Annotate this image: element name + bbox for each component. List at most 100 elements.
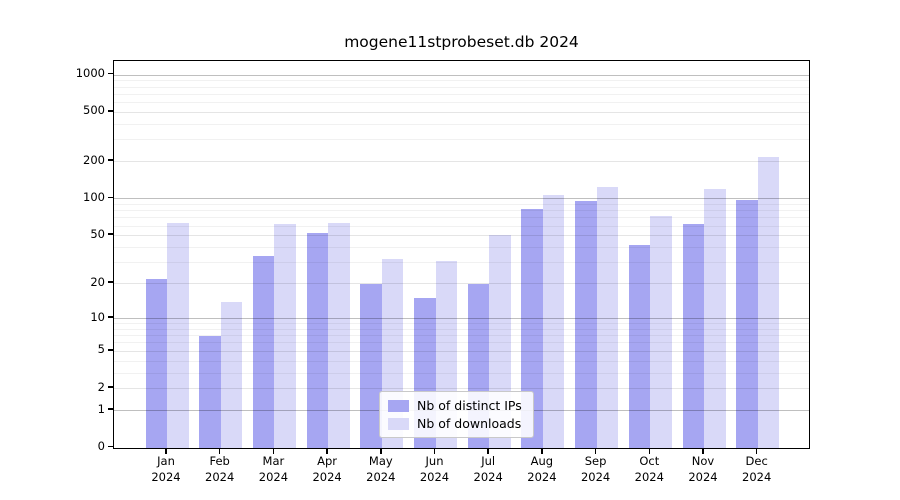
gridline-y-2: [114, 388, 809, 390]
x-axis-tick-mark-2: [218, 448, 221, 454]
bar-downloads-feb-2024: [220, 301, 243, 448]
legend: Nb of distinct IPs Nb of downloads: [379, 391, 534, 438]
gridline-y-5: [114, 350, 809, 352]
gridline-y-500: [114, 111, 809, 113]
x-axis-tick-mark-3: [272, 448, 275, 454]
bar-distinct-ips-may-2024: [360, 283, 382, 448]
y-axis-tick-label-50: 50: [90, 226, 105, 241]
bar-distinct-ips-jan-2024: [145, 278, 167, 448]
x-axis-tick-mark-11: [702, 448, 704, 454]
y-axis-tick-mark-1: [108, 408, 113, 410]
x-axis-month-label-oct: Oct 2024: [634, 454, 664, 484]
gridline-y-10: [114, 318, 809, 320]
y-axis-tick-mark-5: [108, 349, 113, 351]
y-axis-tick-label-20: 20: [90, 274, 105, 289]
gridline-y-200: [114, 161, 809, 163]
y-axis-tick-mark-500: [108, 110, 113, 112]
y-axis-tick-mark-200: [108, 159, 113, 161]
x-axis-month-label-apr: Apr 2024: [312, 454, 342, 484]
legend-item-downloads: Nb of downloads: [388, 416, 522, 431]
gridline-y-20: [114, 283, 809, 285]
gridline-minor-y-3: [114, 372, 809, 374]
gridline-minor-y-600: [114, 102, 809, 104]
x-axis-month-label-aug: Aug 2024: [527, 454, 557, 484]
gridline-minor-y-40: [114, 247, 809, 249]
gridline-minor-y-9: [114, 323, 809, 325]
x-axis-month-label-may: May 2024: [366, 454, 396, 484]
gridline-y-100: [114, 198, 809, 200]
x-axis-month-label-jul: Jul 2024: [473, 454, 503, 484]
y-axis-tick-mark-20: [108, 281, 113, 283]
gridline-minor-y-8: [114, 328, 809, 330]
bar-downloads-aug-2024: [542, 194, 565, 448]
y-axis-tick-mark-1000: [108, 72, 113, 75]
bar-distinct-ips-sep-2024: [575, 200, 597, 448]
bar-distinct-ips-nov-2024: [682, 224, 704, 448]
bar-distinct-ips-feb-2024: [199, 335, 221, 448]
y-axis-tick-mark-0: [108, 445, 113, 448]
gridline-minor-y-800: [114, 86, 809, 88]
legend-label-distinct-ips: Nb of distinct IPs: [417, 398, 522, 413]
bar-distinct-ips-mar-2024: [252, 256, 275, 448]
legend-swatch-distinct-ips: [388, 399, 409, 412]
y-axis-tick-label-200: 200: [83, 152, 105, 167]
gridline-y-1000: [114, 74, 809, 76]
gridline-minor-y-7: [114, 335, 809, 337]
x-axis-tick-mark-6: [433, 448, 436, 454]
gridline-minor-y-90: [114, 203, 809, 205]
y-axis-tick-mark-100: [108, 196, 113, 199]
y-axis-tick-label-5: 5: [97, 342, 105, 357]
bar-distinct-ips-apr-2024: [306, 232, 329, 448]
x-axis-tick-mark-10: [648, 448, 651, 454]
bar-downloads-sep-2024: [596, 186, 619, 448]
bar-downloads-nov-2024: [704, 189, 726, 448]
gridline-minor-y-30: [114, 262, 809, 264]
y-axis-tick-label-1000: 1000: [75, 66, 105, 81]
gridline-minor-y-4: [114, 360, 809, 362]
bar-downloads-oct-2024: [650, 216, 672, 448]
y-axis-tick-label-1: 1: [97, 401, 105, 416]
x-axis-month-label-jan: Jan 2024: [151, 454, 181, 484]
x-axis-month-label-sep: Sep 2024: [580, 454, 611, 484]
y-axis-tick-label-0: 0: [97, 439, 105, 453]
x-axis-tick-mark-1: [165, 448, 167, 454]
chart-title: mogene11stprobeset.db 2024: [344, 33, 579, 51]
x-axis-tick-mark-5: [380, 448, 382, 454]
gridline-minor-y-900: [114, 80, 809, 82]
bar-downloads-dec-2024: [757, 156, 780, 448]
y-axis-tick-label-2: 2: [97, 379, 105, 394]
y-axis-tick-mark-50: [108, 233, 113, 235]
legend-label-downloads: Nb of downloads: [417, 416, 522, 431]
x-axis-tick-mark-8: [541, 448, 543, 454]
x-axis-month-label-nov: Nov 2024: [688, 454, 718, 484]
x-axis-tick-mark-7: [487, 448, 489, 454]
bar-downloads-jan-2024: [167, 222, 189, 448]
y-axis-tick-mark-2: [108, 386, 113, 388]
y-axis-tick-mark-10: [108, 316, 113, 318]
gridline-minor-y-400: [114, 123, 809, 125]
legend-swatch-downloads: [388, 417, 409, 430]
gridline-minor-y-700: [114, 93, 809, 95]
bar-distinct-ips-dec-2024: [736, 199, 758, 448]
x-axis-month-label-jun: Jun 2024: [419, 454, 450, 484]
bar-distinct-ips-oct-2024: [628, 244, 651, 448]
bar-distinct-ips-aug-2024: [521, 209, 543, 448]
gridline-minor-y-300: [114, 139, 809, 141]
x-axis-month-label-mar: Mar 2024: [258, 454, 289, 484]
legend-item-distinct-ips: Nb of distinct IPs: [388, 398, 522, 413]
x-axis-tick-mark-9: [594, 448, 597, 454]
y-axis-tick-label-500: 500: [83, 103, 105, 118]
x-axis-tick-mark-12: [755, 448, 758, 454]
gridline-y-50: [114, 235, 809, 237]
x-axis-month-label-dec: Dec 2024: [742, 454, 772, 484]
x-axis-tick-mark-4: [326, 448, 328, 454]
gridline-minor-y-6: [114, 342, 809, 344]
y-axis-tick-label-100: 100: [83, 189, 105, 204]
gridline-minor-y-70: [114, 217, 809, 219]
y-axis-tick-label-10: 10: [90, 309, 105, 324]
plot-area: [113, 60, 810, 449]
x-axis-month-label-feb: Feb 2024: [205, 454, 235, 484]
bar-downloads-apr-2024: [328, 222, 350, 448]
gridline-minor-y-80: [114, 210, 809, 212]
